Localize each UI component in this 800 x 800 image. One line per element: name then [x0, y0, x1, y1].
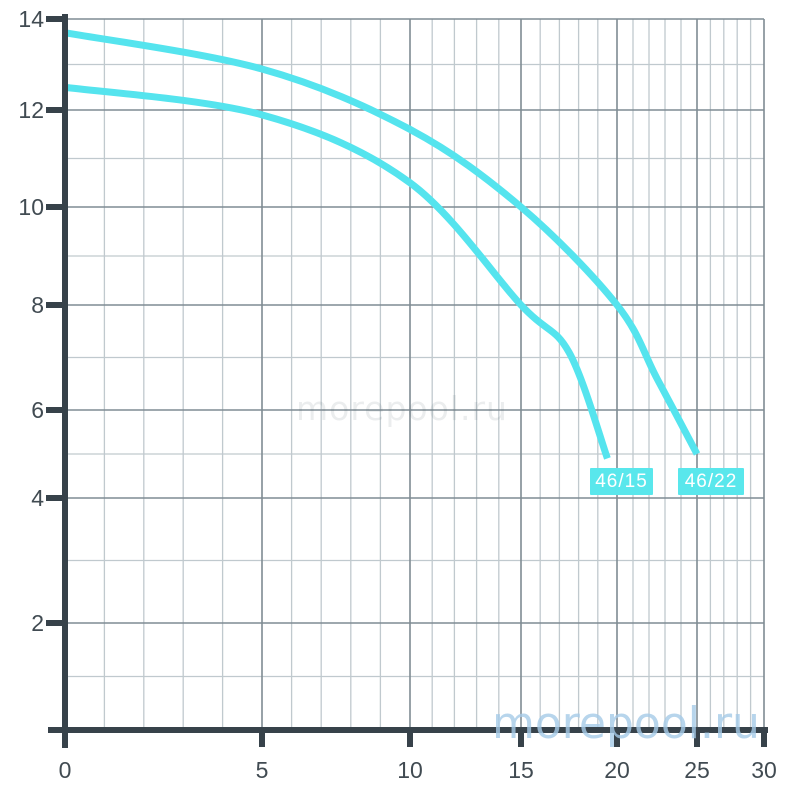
x-tick-label: 10: [397, 757, 423, 783]
x-tick-label: 15: [508, 757, 534, 783]
series-label-46-22-text: 46/22: [684, 470, 738, 492]
curve-46-22: [64, 29, 701, 456]
x-tick-label: 5: [256, 757, 269, 783]
x-tick-label: 0: [59, 757, 72, 783]
x-tick-label: 25: [684, 757, 710, 783]
y-tick-label: 12: [18, 97, 44, 123]
x-tick-label: 30: [751, 757, 777, 783]
series-label-46-22: 46/22: [678, 468, 744, 495]
y-tick-label: 4: [31, 485, 44, 511]
x-tick-label: 20: [604, 757, 630, 783]
y-tick-label: 2: [31, 610, 44, 636]
y-tick-label: 8: [31, 292, 44, 318]
y-tick-label: 10: [18, 194, 44, 220]
curve-46-15: [64, 83, 611, 460]
y-tick-label: 6: [31, 397, 44, 423]
series-label-46-15-text: 46/15: [595, 470, 648, 492]
y-tick-label: 14: [18, 6, 44, 32]
series-label-46-15: 46/15: [590, 468, 653, 495]
